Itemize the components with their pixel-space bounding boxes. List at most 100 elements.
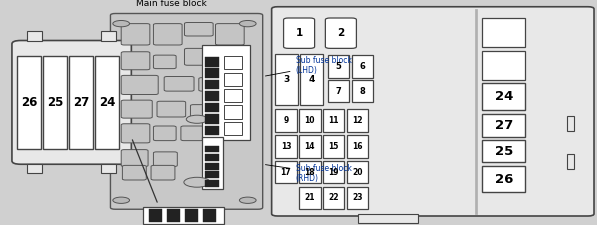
Bar [205,114,219,124]
FancyBboxPatch shape [121,24,150,45]
Bar [43,56,67,148]
FancyBboxPatch shape [153,24,182,45]
Bar [205,68,219,78]
Bar [299,187,321,209]
Bar [101,32,116,40]
FancyBboxPatch shape [12,40,131,164]
Text: 16: 16 [352,142,363,151]
Bar [149,209,162,222]
Text: 27: 27 [73,96,89,109]
Bar [347,135,368,158]
FancyBboxPatch shape [325,18,356,48]
Text: 27: 27 [495,119,513,132]
FancyBboxPatch shape [121,150,148,166]
Bar [323,187,344,209]
Text: 15: 15 [328,142,339,151]
Bar [203,209,216,222]
Bar [205,146,219,152]
FancyBboxPatch shape [181,126,204,141]
Bar [205,163,219,170]
FancyBboxPatch shape [225,78,248,91]
Bar [202,137,223,189]
Bar [185,209,198,222]
FancyBboxPatch shape [110,14,263,209]
Bar [167,209,180,222]
FancyBboxPatch shape [190,105,213,118]
FancyBboxPatch shape [121,75,158,94]
FancyBboxPatch shape [216,24,244,45]
Bar [224,122,242,135]
Text: 24: 24 [495,90,513,103]
Text: 19: 19 [328,168,339,177]
Text: 20: 20 [352,168,363,177]
Text: 24: 24 [99,96,115,109]
Bar [224,105,242,119]
Text: 21: 21 [304,194,315,202]
Bar [205,57,219,67]
Bar [202,45,250,140]
Bar [27,164,42,173]
Text: 13: 13 [281,142,291,151]
Bar [275,109,297,132]
Bar [69,56,93,148]
FancyBboxPatch shape [121,52,150,70]
Text: 11: 11 [328,116,339,125]
Text: 8: 8 [359,87,365,96]
Bar [205,103,219,112]
Bar [358,214,418,223]
Bar [347,161,368,183]
Bar [27,32,42,40]
Bar [205,154,219,161]
FancyBboxPatch shape [121,124,150,143]
FancyBboxPatch shape [157,101,186,117]
Bar [17,56,41,148]
Bar [101,164,116,173]
Bar [95,56,119,148]
FancyBboxPatch shape [153,126,176,141]
Text: 5: 5 [336,62,341,71]
Bar [482,140,525,162]
Bar [482,83,525,110]
FancyBboxPatch shape [199,78,221,91]
Bar [347,109,368,132]
Text: 14: 14 [304,142,315,151]
FancyBboxPatch shape [153,152,177,166]
Circle shape [239,20,256,27]
Bar [567,154,574,169]
Text: 1: 1 [296,28,303,38]
Bar [224,56,242,69]
Text: 12: 12 [352,116,363,125]
Bar [482,51,525,80]
Bar [328,80,349,102]
FancyBboxPatch shape [121,100,152,118]
Text: 17: 17 [281,168,291,177]
Bar [299,109,321,132]
Circle shape [239,197,256,203]
Bar [275,161,297,183]
Bar [567,116,574,130]
Bar [347,187,368,209]
FancyBboxPatch shape [284,18,315,48]
Bar [482,166,525,192]
Text: 2: 2 [337,28,344,38]
Bar [299,161,321,183]
Bar [323,135,344,158]
Text: 25: 25 [47,96,63,109]
Text: 6: 6 [359,62,365,71]
FancyBboxPatch shape [221,55,242,69]
Bar [323,161,344,183]
Bar [299,135,321,158]
Bar [275,135,297,158]
Text: 4: 4 [309,75,315,84]
Bar [205,171,219,178]
FancyBboxPatch shape [272,7,594,216]
FancyBboxPatch shape [164,76,194,91]
Text: 22: 22 [328,194,339,202]
Text: 26: 26 [21,96,37,109]
Text: Sub fuse block
(LHD): Sub fuse block (LHD) [266,56,352,76]
Text: 7: 7 [336,87,341,96]
Circle shape [186,115,208,123]
Text: 25: 25 [495,145,513,158]
Bar [352,55,373,78]
FancyBboxPatch shape [184,48,217,65]
